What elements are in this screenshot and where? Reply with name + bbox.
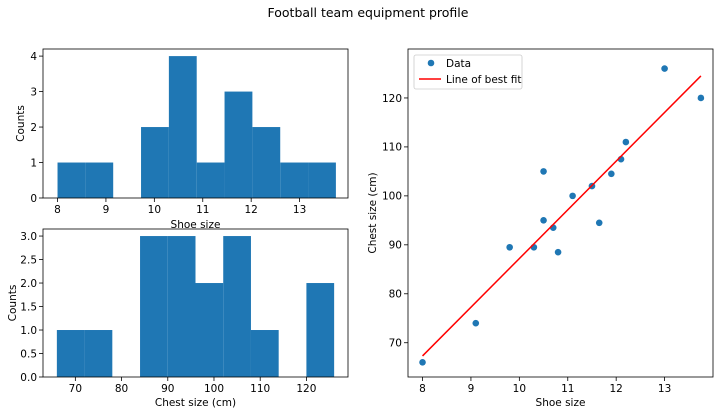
histogram-bar: [196, 162, 225, 198]
x-tick-label: 9: [103, 204, 110, 216]
data-point: [540, 217, 547, 224]
shoe-vs-chest-scatter: 8 9 10 11 12 13 70 80 90 100 110 120 Shoe size Chest …: [367, 48, 714, 409]
y-tick-label: 3.0: [20, 231, 37, 243]
legend-label-data: Data: [446, 58, 471, 70]
chest-size-histogram: 70 80 90 100 110 120 0.0 0.5 1.0 1.5 2.0 2.5 3.0 Ches…: [7, 228, 349, 409]
x-tick-label: 9: [468, 383, 475, 395]
y-tick-label: 1: [30, 157, 37, 169]
data-point: [622, 138, 630, 146]
x-axis-label: Chest size (cm): [155, 397, 236, 409]
x-tick-label: 80: [115, 383, 128, 395]
y-tick-label: 2.0: [20, 278, 37, 290]
x-tick-label: 11: [561, 383, 574, 395]
x-axis-label: Shoe size: [536, 397, 586, 409]
y-tick-label: 70: [389, 338, 402, 350]
data-point: [608, 170, 615, 178]
x-tick-label: 12: [244, 204, 257, 216]
data-point: [569, 192, 576, 200]
data-point: [540, 168, 547, 175]
x-axis-label: Shoe size: [171, 219, 221, 231]
y-tick-label: 90: [389, 240, 402, 252]
x-tick-label: 10: [513, 383, 526, 395]
x-tick-label: 12: [609, 383, 622, 395]
x-tick-label: 8: [54, 204, 61, 216]
x-tick-label: 70: [69, 383, 82, 395]
x-tick-label: 11: [196, 204, 209, 216]
x-tick-label: 110: [250, 383, 270, 395]
figure-title: Football team equipment profile: [268, 5, 469, 20]
data-point: [419, 359, 426, 366]
histogram-bar: [57, 162, 86, 198]
y-tick-label: 110: [382, 142, 402, 154]
data-point: [506, 243, 513, 251]
y-axis-label: Chest size (cm): [367, 172, 379, 253]
histogram-bar: [250, 330, 279, 377]
y-tick-label: 0.5: [20, 348, 37, 360]
histogram-bar: [141, 127, 169, 198]
legend-label-fit: Line of best fit: [446, 74, 521, 86]
legend-frame: [413, 54, 523, 90]
x-tick-label: 10: [148, 204, 161, 216]
histogram-bar: [280, 162, 309, 198]
data-point: [554, 248, 562, 256]
y-tick-label: 4: [30, 51, 37, 63]
y-tick-label: 120: [382, 93, 402, 105]
x-tick-label: 13: [293, 204, 306, 216]
histogram-bar: [168, 56, 197, 198]
x-tick-label: 13: [658, 383, 671, 395]
axes-frame: [407, 48, 714, 378]
y-tick-label: 80: [389, 289, 402, 301]
legend-marker-data: [427, 59, 435, 67]
histogram-bar: [224, 91, 253, 198]
y-axis-label: Counts: [7, 285, 19, 322]
data-point: [697, 94, 705, 102]
y-tick-label: 0: [30, 193, 37, 205]
y-tick-label: 2: [30, 122, 37, 134]
histogram-bar: [252, 127, 281, 198]
y-axis-label: Counts: [15, 105, 27, 142]
histogram-bar: [223, 236, 251, 377]
axes-frame: [42, 48, 349, 199]
data-point: [661, 65, 668, 72]
y-tick-label: 3: [30, 86, 37, 98]
histogram-bar: [84, 330, 113, 377]
histogram-bar: [56, 330, 85, 377]
histogram-bar: [85, 162, 114, 198]
y-tick-label: 1.0: [20, 325, 37, 337]
histogram-bar: [167, 236, 196, 377]
y-tick-label: 1.5: [20, 301, 37, 313]
axes-frame: [42, 228, 349, 378]
data-point: [595, 219, 603, 227]
histogram-bar: [306, 283, 335, 377]
histogram-bar: [195, 283, 224, 377]
x-tick-label: 100: [204, 383, 224, 395]
data-point: [472, 319, 480, 327]
best-fit-line: [421, 75, 702, 357]
x-tick-label: 8: [419, 383, 426, 395]
histogram-bar: [308, 162, 336, 198]
histogram-bar: [140, 236, 168, 377]
legend: Data Line of best fit: [413, 54, 523, 90]
y-tick-label: 0.0: [20, 372, 37, 384]
x-tick-label: 120: [296, 383, 316, 395]
y-tick-label: 100: [382, 191, 402, 203]
y-tick-label: 2.5: [20, 254, 37, 266]
x-tick-label: 90: [161, 383, 174, 395]
